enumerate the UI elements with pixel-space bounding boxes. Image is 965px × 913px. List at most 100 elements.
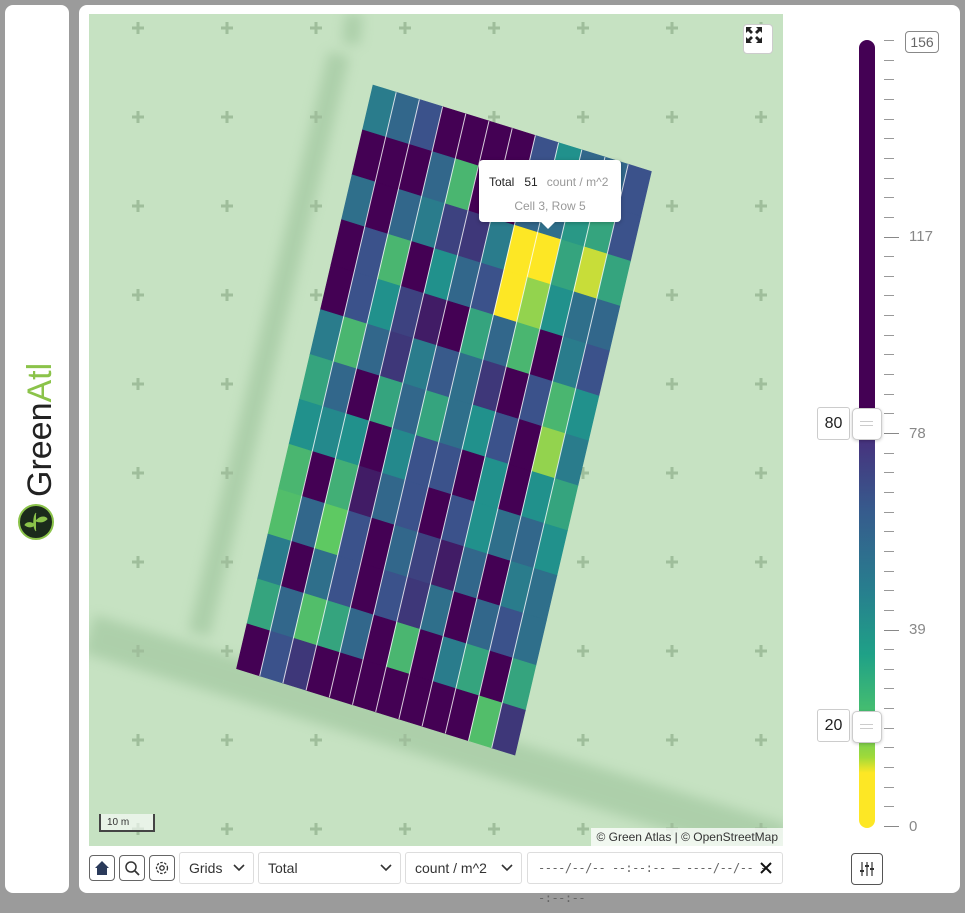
legend-tick — [884, 158, 894, 159]
tree-marker — [221, 378, 233, 390]
tree-marker — [221, 200, 233, 212]
logo-text-green: Green — [21, 403, 59, 498]
tree-marker — [577, 734, 589, 746]
tree-marker — [666, 289, 678, 301]
legend-tick — [884, 512, 894, 513]
legend-settings-button[interactable] — [851, 853, 883, 885]
tree-marker — [755, 289, 767, 301]
chevron-down-icon — [380, 864, 392, 872]
grid-column-separator — [468, 156, 606, 741]
tree-marker — [755, 645, 767, 657]
tooltip-cell-id: Cell 3, Row 5 — [514, 199, 586, 213]
legend-tick — [884, 413, 894, 414]
tree-marker — [666, 467, 678, 479]
legend-tick — [884, 728, 894, 729]
date-range-input[interactable]: ----/--/-- --:--:-- – ----/--/-- --:--:-… — [527, 852, 783, 905]
legend-tick — [884, 217, 894, 218]
lower-threshold-input[interactable]: 20 — [817, 709, 850, 742]
tree-marker — [221, 823, 233, 835]
layer-type-select[interactable]: Grids — [179, 852, 254, 884]
tree-marker — [310, 22, 322, 34]
tooltip-unit: count / m^2 — [546, 175, 609, 189]
tree-marker — [755, 200, 767, 212]
tree-marker — [666, 111, 678, 123]
tree-marker — [310, 200, 322, 212]
tree-marker — [755, 556, 767, 568]
tree-marker — [666, 645, 678, 657]
tree-marker — [310, 734, 322, 746]
tree-marker — [132, 289, 144, 301]
map-scale-bar: 10 m — [99, 814, 155, 832]
legend-tick — [884, 138, 894, 139]
legend-tick — [884, 806, 894, 807]
tree-marker — [755, 378, 767, 390]
tree-marker — [132, 556, 144, 568]
tree-marker — [488, 22, 500, 34]
tree-marker — [577, 645, 589, 657]
legend-tick — [884, 472, 894, 473]
legend-tick — [884, 237, 899, 238]
legend-tick — [884, 295, 894, 296]
tooltip-value: 51 — [524, 175, 538, 189]
tree-marker — [399, 22, 411, 34]
fullscreen-button[interactable] — [743, 24, 773, 54]
chevron-down-icon — [233, 864, 245, 872]
legend-tick — [884, 669, 894, 670]
legend-tick — [884, 119, 894, 120]
legend-tick — [884, 335, 894, 336]
legend-tick — [884, 79, 894, 80]
grid-column-separator — [352, 120, 490, 705]
grid-column-separator — [305, 106, 444, 691]
attribute-select[interactable]: Total — [258, 852, 401, 884]
map-canvas[interactable] — [89, 14, 783, 846]
legend-tick-label: 78 — [909, 425, 926, 442]
layer-type-value: Grids — [189, 860, 223, 876]
tree-marker — [221, 734, 233, 746]
legend-tick — [884, 99, 894, 100]
map-road-features — [89, 14, 783, 846]
legend-tick — [884, 531, 894, 532]
grid-column-separator — [282, 99, 420, 684]
unit-value: count / m^2 — [415, 860, 487, 876]
tree-marker — [488, 823, 500, 835]
legend-tick — [884, 40, 894, 41]
search-button[interactable] — [119, 855, 145, 881]
settings-button[interactable] — [149, 855, 175, 881]
upper-threshold-input[interactable]: 80 — [817, 407, 850, 440]
map-tree-markers — [132, 22, 767, 835]
legend-tick — [884, 551, 894, 552]
legend-tick — [884, 826, 899, 827]
legend-tick-label: 39 — [909, 621, 926, 638]
tree-marker — [132, 111, 144, 123]
grid-column-separator — [444, 149, 583, 734]
tree-marker — [132, 378, 144, 390]
tree-marker — [399, 823, 411, 835]
tree-marker — [221, 645, 233, 657]
cell-tooltip: Total 51 count / m^2 Cell 3, Row 5 — [479, 160, 621, 229]
tree-marker — [310, 289, 322, 301]
map-attribution[interactable]: © Green Atlas | © OpenStreetMap — [591, 828, 783, 846]
date-range-placeholder: ----/--/-- --:--:-- – ----/--/-- --:--:-… — [538, 861, 767, 905]
legend-tick — [884, 453, 894, 454]
home-button[interactable] — [89, 855, 115, 881]
grid-column-separator — [491, 164, 629, 749]
legend-tick — [884, 590, 894, 591]
legend-tick — [884, 315, 894, 316]
tree-marker — [577, 823, 589, 835]
tree-marker — [666, 734, 678, 746]
fullscreen-icon — [746, 27, 762, 43]
tree-marker — [221, 289, 233, 301]
tree-marker — [755, 734, 767, 746]
lower-threshold-handle[interactable] — [852, 711, 882, 743]
tree-marker — [577, 111, 589, 123]
sliders-icon — [860, 862, 874, 876]
close-icon[interactable] — [759, 861, 773, 875]
tree-marker — [666, 556, 678, 568]
legend-tick-label: 0 — [909, 818, 918, 835]
legend-tick — [884, 610, 894, 611]
legend-max-badge: 156 — [905, 31, 939, 53]
upper-threshold-handle[interactable] — [852, 408, 882, 440]
unit-select[interactable]: count / m^2 — [405, 852, 522, 884]
tree-marker — [399, 734, 411, 746]
map-view[interactable]: Total 51 count / m^2 Cell 3, Row 5 10 m © … — [89, 14, 783, 846]
